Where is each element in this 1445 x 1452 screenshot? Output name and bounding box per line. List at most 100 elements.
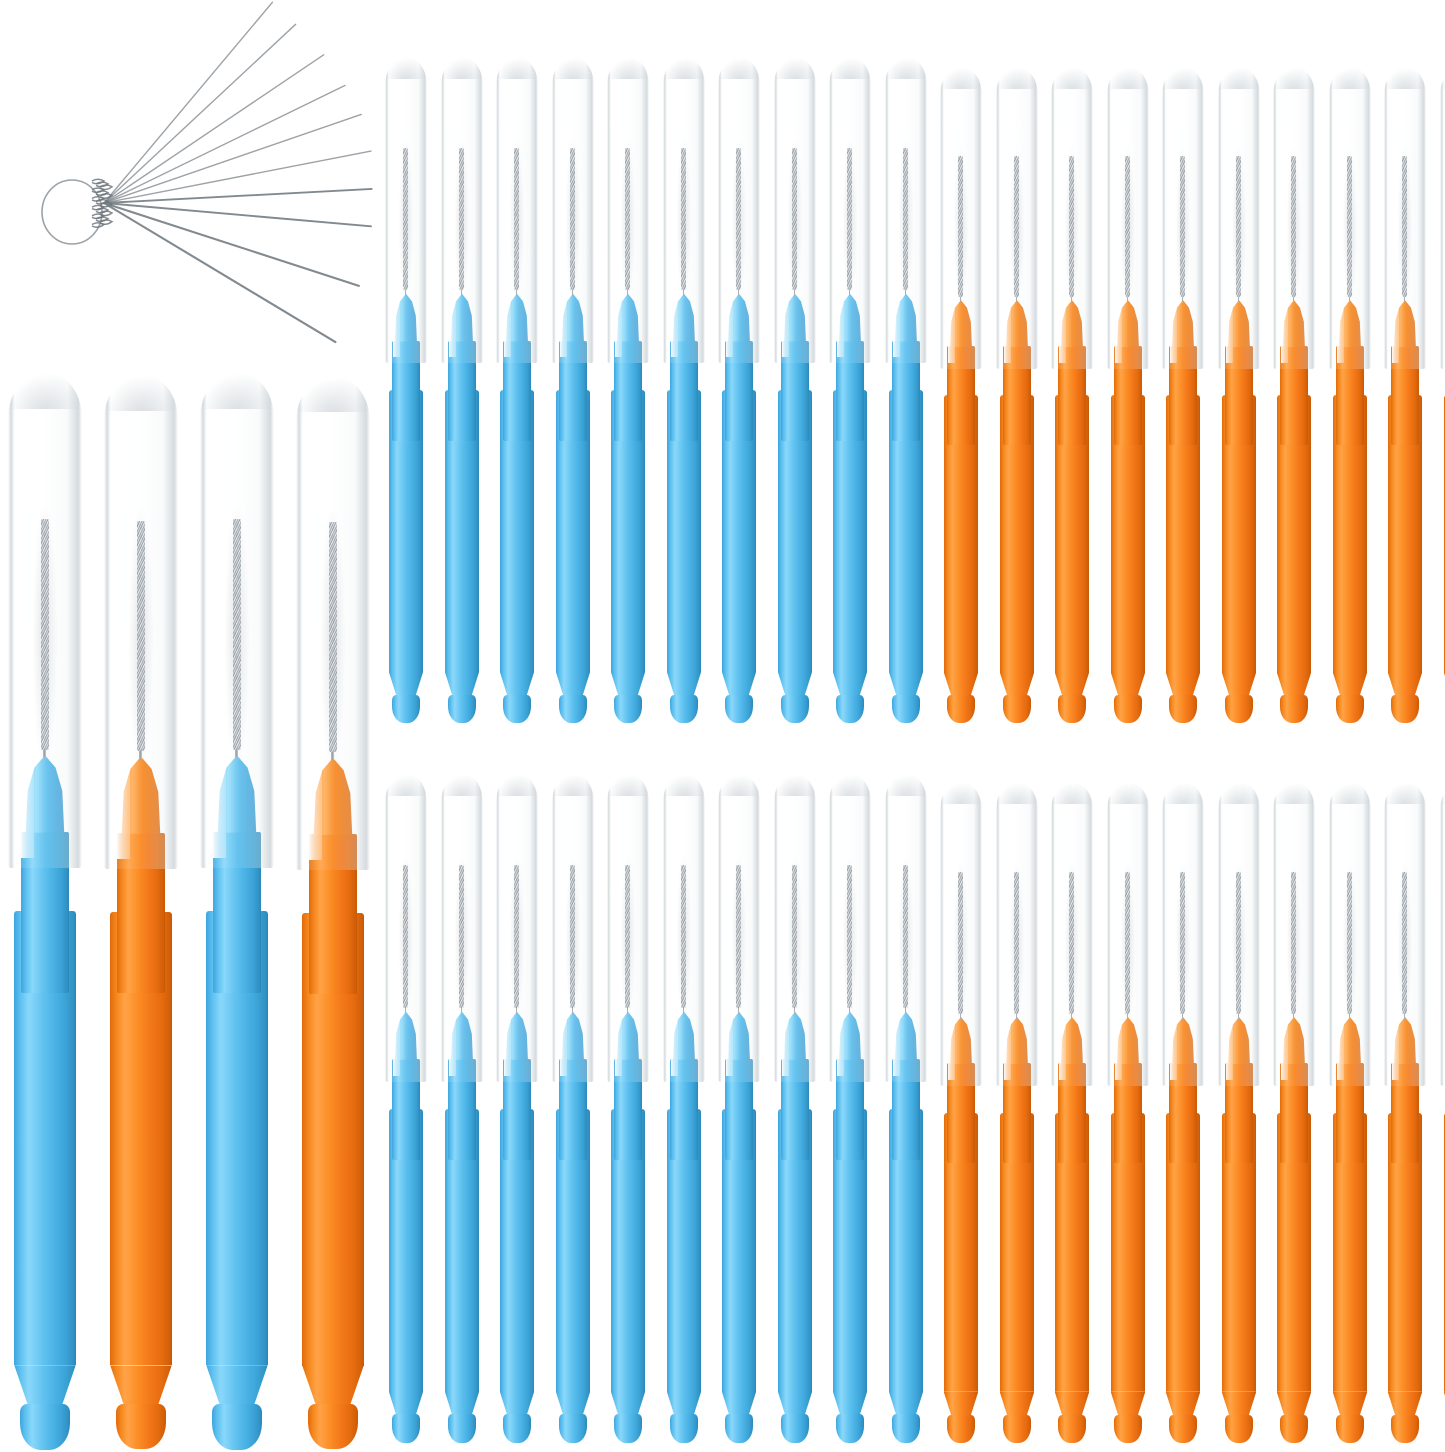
bottom-row-blue-item-8[interactable] [774,775,816,1443]
large-brush-row-item-4[interactable] [296,378,370,1450]
bottom-row-orange-item-6[interactable] [1218,783,1260,1443]
bottom-row-orange-item-10[interactable] [1440,783,1445,1442]
top-row-blue-item-3[interactable] [496,58,538,723]
bottom-row-orange-item-3[interactable] [1051,783,1093,1443]
large-brush-row-item-3[interactable] [200,374,274,1450]
brush-protective-cap[interactable] [1384,68,1426,369]
brush-protective-cap[interactable] [8,374,82,869]
top-row-blue-item-1[interactable] [385,58,427,723]
brush-protective-cap[interactable] [829,58,871,364]
brush-protective-cap[interactable] [385,775,427,1082]
brush-protective-cap[interactable] [441,775,483,1082]
top-row-blue-item-9[interactable] [829,58,871,723]
top-row-blue-item-5[interactable] [607,58,649,723]
brush-protective-cap[interactable] [885,775,927,1082]
brush-protective-cap[interactable] [996,68,1038,369]
top-row-blue-item-4[interactable] [552,58,594,723]
brush-protective-cap[interactable] [1440,68,1445,369]
brush-protective-cap[interactable] [607,775,649,1082]
brush-protective-cap[interactable] [885,58,927,364]
brush-protective-cap[interactable] [200,374,274,869]
bottom-row-blue-item-9[interactable] [829,775,871,1443]
bottom-row-orange-item-5[interactable] [1162,783,1204,1443]
brush-protective-cap[interactable] [104,376,178,870]
bottom-row-blue-item-5[interactable] [607,775,649,1443]
brush-protective-cap[interactable] [940,68,982,369]
brush-protective-cap[interactable] [1329,783,1371,1087]
bottom-row-blue-item-6[interactable] [663,775,705,1443]
brush-foot-taper [444,1390,480,1416]
brush-protective-cap[interactable] [663,58,705,364]
brush-protective-cap[interactable] [552,58,594,364]
bottom-row-orange-item-2[interactable] [996,783,1038,1443]
top-row-blue-item-7[interactable] [718,58,760,723]
top-row-blue-item-10[interactable] [885,58,927,723]
brush-foot-taper [721,670,757,696]
bottom-row-blue-item-7[interactable] [718,775,760,1443]
brush-foot [946,1414,976,1443]
brush-foot-taper [832,670,868,696]
brush-foot [724,694,754,723]
brush-protective-cap[interactable] [1051,783,1093,1087]
brush-protective-cap[interactable] [1162,68,1204,369]
brush-protective-cap[interactable] [718,775,760,1082]
bottom-row-blue-item-4[interactable] [552,775,594,1443]
brush-foot-taper [1165,1391,1201,1416]
needle-hub-twist [91,204,106,211]
brush-protective-cap[interactable] [1440,783,1445,1087]
brush-protective-cap[interactable] [1107,68,1149,369]
brush-protective-cap[interactable] [607,58,649,364]
brush-protective-cap[interactable] [1218,783,1260,1087]
top-row-orange-item-8[interactable] [1329,68,1371,723]
brush-protective-cap[interactable] [663,775,705,1082]
bottom-row-orange-item-1[interactable] [940,783,982,1443]
brush-protective-cap[interactable] [718,58,760,364]
top-row-blue-item-6[interactable] [663,58,705,723]
top-row-orange-item-4[interactable] [1107,68,1149,723]
top-row-orange-item-3[interactable] [1051,68,1093,723]
brush-protective-cap[interactable] [829,775,871,1082]
top-row-blue-item-2[interactable] [441,58,483,723]
brush-protective-cap[interactable] [1107,783,1149,1087]
brush-protective-cap[interactable] [441,58,483,364]
large-brush-row-item-1[interactable] [8,374,82,1450]
brush-protective-cap[interactable] [774,775,816,1082]
brush-protective-cap[interactable] [1384,783,1426,1087]
bottom-row-orange-item-9[interactable] [1384,783,1426,1443]
brush-protective-cap[interactable] [496,775,538,1082]
brush-protective-cap[interactable] [774,58,816,364]
brush-protective-cap[interactable] [385,58,427,364]
brush-protective-cap[interactable] [296,378,370,871]
brush-protective-cap[interactable] [940,783,982,1087]
brush-foot-taper [555,1390,591,1416]
bottom-row-orange-item-8[interactable] [1329,783,1371,1443]
brush-foot-taper [14,1365,76,1405]
top-row-blue-item-8[interactable] [774,58,816,723]
brush-protective-cap[interactable] [1273,783,1315,1087]
brush-protective-cap[interactable] [996,783,1038,1087]
top-row-orange-item-1[interactable] [940,68,982,723]
top-row-orange-item-5[interactable] [1162,68,1204,723]
bottom-row-orange-item-4[interactable] [1107,783,1149,1443]
bottom-row-blue-item-1[interactable] [385,775,427,1443]
brush-foot [1390,1414,1420,1443]
brush-protective-cap[interactable] [1162,783,1204,1087]
brush-protective-cap[interactable] [1273,68,1315,369]
brush-foot [613,694,643,723]
brush-protective-cap[interactable] [1051,68,1093,369]
top-row-orange-item-2[interactable] [996,68,1038,723]
bottom-row-blue-item-10[interactable] [885,775,927,1443]
top-row-orange-item-6[interactable] [1218,68,1260,723]
brush-protective-cap[interactable] [496,58,538,364]
large-brush-row-item-2[interactable] [104,376,178,1450]
top-row-orange-item-7[interactable] [1273,68,1315,723]
bottom-row-blue-item-3[interactable] [496,775,538,1443]
brush-protective-cap[interactable] [1218,68,1260,369]
top-row-orange-item-9[interactable] [1384,68,1426,723]
top-row-orange-item-10[interactable] [1440,68,1445,722]
bottom-row-blue-item-2[interactable] [441,775,483,1443]
bottom-row-orange-item-7[interactable] [1273,783,1315,1443]
brush-foot-taper [832,1390,868,1416]
brush-protective-cap[interactable] [552,775,594,1082]
brush-protective-cap[interactable] [1329,68,1371,369]
